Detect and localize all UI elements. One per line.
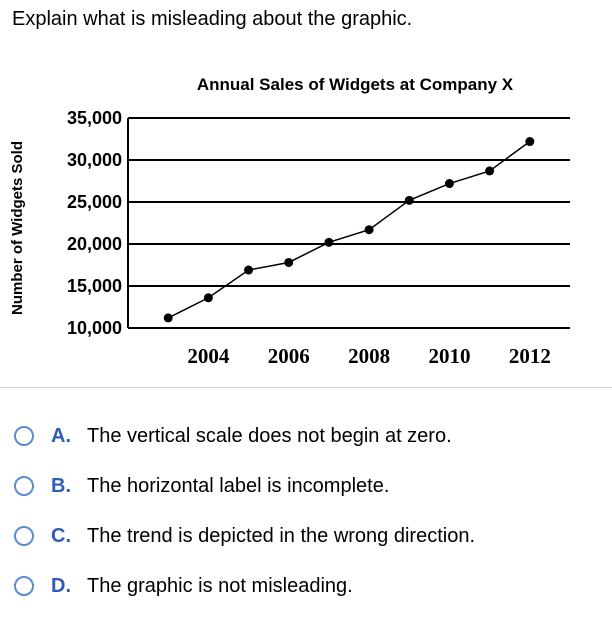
option-d[interactable]: D. The graphic is not misleading. (14, 568, 353, 604)
data-point (324, 237, 334, 247)
question-text: Explain what is misleading about the gra… (12, 8, 413, 30)
y-tick-label: 10,000 (67, 318, 122, 338)
option-letter: D. (51, 574, 71, 597)
option-a[interactable]: A. The vertical scale does not begin at … (14, 418, 452, 454)
option-letter: C. (51, 524, 71, 547)
option-letter: B. (51, 474, 71, 497)
radio-button-icon[interactable] (14, 526, 34, 546)
data-point (444, 179, 454, 189)
option-text: The vertical scale does not begin at zer… (87, 424, 452, 447)
data-point (203, 293, 213, 303)
option-text: The trend is depicted in the wrong direc… (87, 524, 475, 547)
option-letter: A. (51, 424, 71, 447)
option-text: The horizontal label is incomplete. (87, 474, 390, 497)
y-tick-label: 30,000 (67, 150, 122, 170)
data-point (284, 257, 294, 267)
data-point (485, 166, 495, 176)
option-text: The graphic is not misleading. (87, 574, 353, 597)
data-point (404, 195, 414, 205)
series-line (167, 140, 531, 319)
option-c[interactable]: C. The trend is depicted in the wrong di… (14, 518, 475, 554)
y-tick-label: 25,000 (67, 192, 122, 212)
y-axis-label: Number of Widgets Sold (9, 141, 26, 315)
data-point (525, 137, 535, 147)
x-tick-label: 2010 (428, 344, 470, 368)
line-chart: Annual Sales of Widgets at Company X Num… (9, 75, 570, 368)
divider (0, 387, 612, 388)
data-point (244, 265, 254, 275)
x-tick-label: 2008 (348, 344, 390, 368)
radio-button-icon[interactable] (14, 576, 34, 596)
x-tick-label: 2004 (187, 344, 230, 368)
radio-button-icon[interactable] (14, 426, 34, 446)
radio-button-icon[interactable] (14, 476, 34, 496)
chart-title: Annual Sales of Widgets at Company X (197, 75, 514, 94)
y-tick-label: 20,000 (67, 234, 122, 254)
x-tick-label: 2006 (268, 344, 310, 368)
y-tick-label: 15,000 (67, 276, 122, 296)
y-tick-label: 35,000 (67, 108, 122, 128)
option-b[interactable]: B. The horizontal label is incomplete. (14, 468, 389, 504)
data-point (163, 313, 173, 323)
x-tick-label: 2012 (509, 344, 551, 368)
data-point (364, 225, 374, 235)
